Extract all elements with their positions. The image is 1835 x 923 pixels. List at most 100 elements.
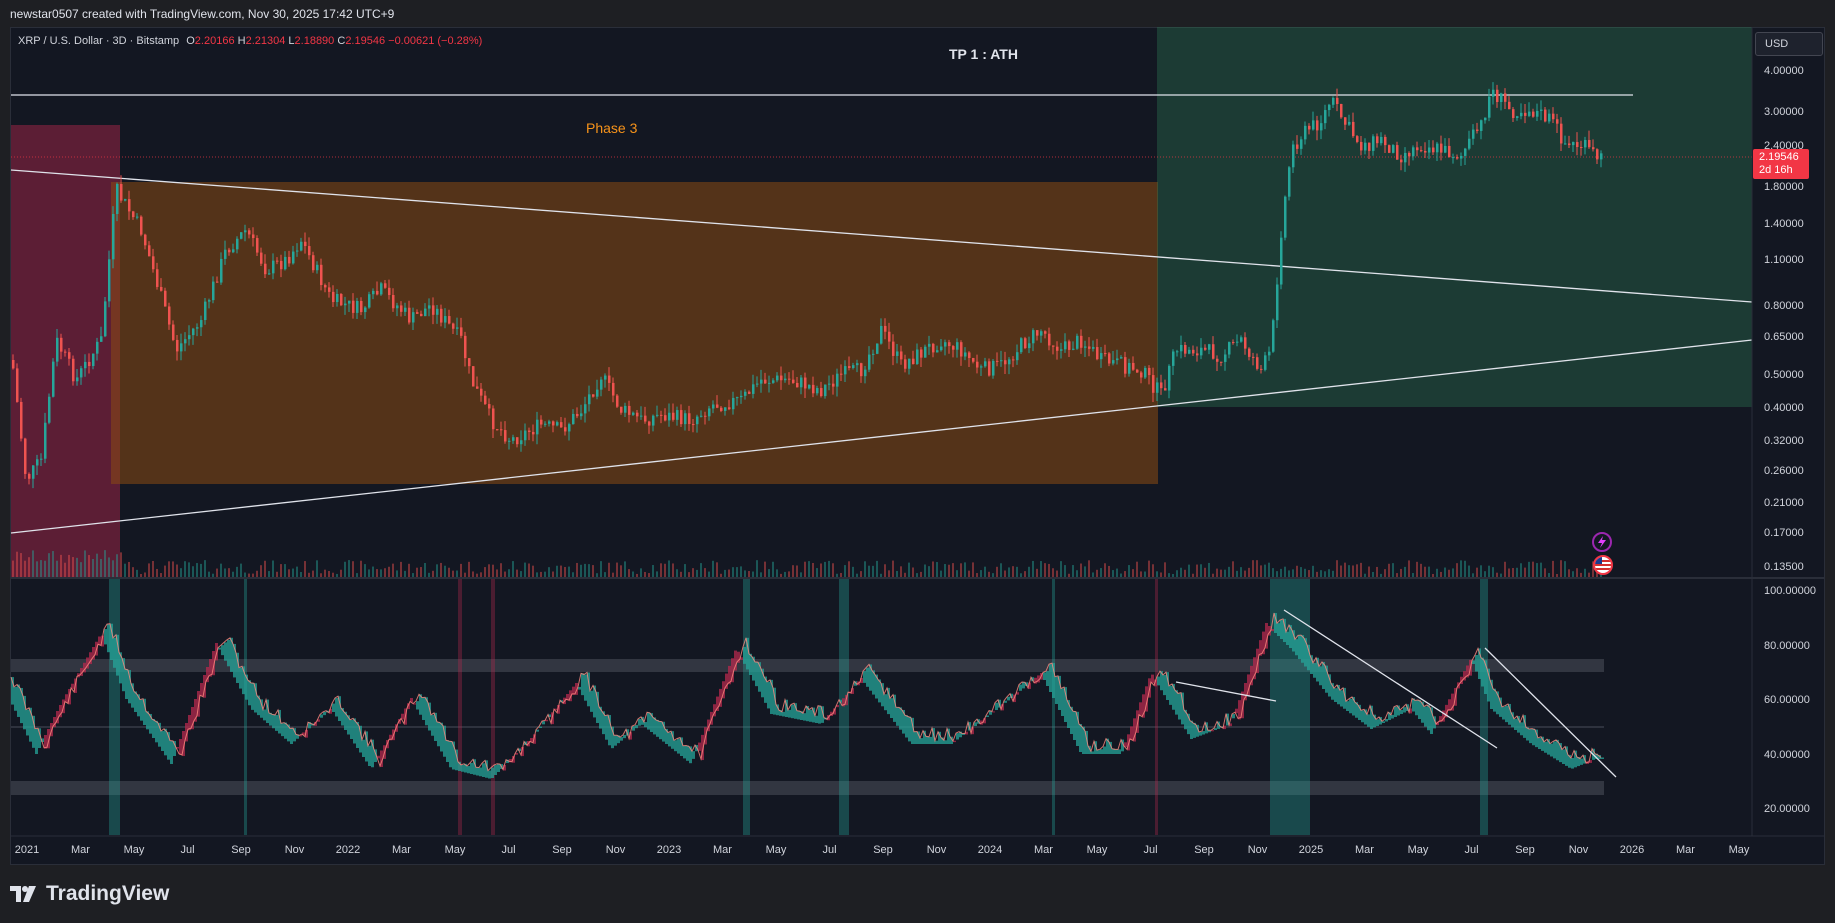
volume-bar (684, 564, 686, 577)
volume-bar (64, 562, 66, 577)
osc-area (605, 715, 608, 740)
osc-area (1082, 726, 1085, 754)
osc-area (1187, 713, 1190, 735)
volume-bar (1496, 572, 1498, 577)
us-flag-icon[interactable] (1593, 555, 1613, 575)
volume-bar (716, 562, 718, 577)
candle-body (1148, 367, 1151, 376)
osc-area (1373, 714, 1376, 728)
volume-bar (80, 562, 82, 577)
candle-body (492, 408, 495, 430)
volume-bar (1388, 563, 1390, 577)
osc-area (377, 755, 380, 759)
osc-area (1172, 683, 1175, 710)
volume-bar (628, 569, 630, 577)
volume-bar (764, 561, 766, 577)
candle-body (1292, 144, 1295, 168)
osc-area (866, 667, 869, 687)
osc-area (668, 732, 671, 747)
volume-bar (1264, 564, 1266, 577)
volume-bar (780, 573, 782, 577)
osc-area (638, 718, 641, 726)
currency-selector[interactable]: USD (1755, 32, 1823, 56)
osc-area (821, 706, 824, 723)
candle-body (736, 397, 739, 399)
candle-body (244, 230, 247, 233)
osc-area (755, 661, 758, 687)
price-axis[interactable]: 4.000003.000002.400001.800001.400001.100… (1764, 65, 1804, 573)
candle-body (304, 241, 307, 247)
osc-area (1049, 664, 1052, 692)
time-tick: Sep (552, 844, 572, 856)
tp-annotation[interactable]: TP 1 : ATH (949, 46, 1018, 62)
time-axis[interactable]: 2021 Mar May Jul Sep Nov 2022 Mar May Jul Sep Nov 20… (15, 844, 1750, 856)
volume-bar (20, 553, 22, 577)
candle-body (1060, 349, 1063, 351)
candle-body (1128, 362, 1131, 374)
osc-axis[interactable]: 100.00000 80.00000 60.00000 40.00000 20.0000… (1764, 585, 1816, 815)
candle-body (1552, 113, 1555, 120)
candle-body (748, 391, 751, 394)
osc-area (1388, 712, 1391, 720)
candle-body (764, 379, 767, 384)
osc-area (1328, 674, 1331, 697)
price-tick: 1.80000 (1764, 181, 1804, 193)
symbol-legend[interactable]: XRP / U.S. Dollar · 3D · Bitstamp O2.201… (18, 35, 482, 47)
osc-area (1223, 725, 1226, 730)
volume-bar (660, 563, 662, 577)
osc-area (1253, 657, 1256, 680)
time-tick: Jul (1143, 844, 1157, 856)
volume-bar (508, 569, 510, 577)
osc-area (671, 731, 674, 749)
candle-body (320, 264, 323, 286)
osc-area (677, 738, 680, 754)
candle-body (1072, 348, 1075, 350)
osc-area (1124, 742, 1127, 748)
candle-body (44, 422, 47, 459)
osc-area (1094, 741, 1097, 754)
candle-body (212, 281, 215, 301)
candle-body (1212, 344, 1215, 359)
osc-area (1046, 671, 1049, 686)
candle-body (1220, 361, 1223, 363)
osc-area (1157, 676, 1160, 686)
candle-body (1548, 113, 1551, 122)
osc-area (1007, 696, 1010, 701)
volume-bar (1236, 570, 1238, 577)
volume-bar (1292, 569, 1294, 577)
volume-bar (1164, 562, 1166, 577)
candle-body (928, 343, 931, 347)
osc-area (35, 728, 38, 754)
volume-bar (980, 570, 982, 577)
candle-body (1372, 136, 1375, 151)
osc-area (1202, 731, 1205, 735)
osc-area (635, 724, 638, 729)
osc-area (1070, 706, 1073, 734)
osc-area (689, 746, 692, 764)
candle-body (732, 397, 735, 410)
osc-area (1526, 727, 1529, 741)
candle-body (1564, 143, 1567, 145)
osc-area (116, 634, 119, 676)
candle-body (148, 245, 151, 257)
candle-body (972, 358, 975, 362)
osc-area (323, 711, 326, 716)
volume-bar (976, 573, 978, 577)
candle-body (360, 300, 363, 313)
osc-area (698, 742, 701, 751)
candle-body (948, 342, 951, 347)
candle-body (608, 375, 611, 383)
osc-area (356, 722, 359, 748)
candle-body (1600, 153, 1603, 160)
lightning-icon[interactable] (1592, 532, 1612, 552)
volume-bar (1436, 568, 1438, 577)
osc-area (761, 668, 764, 698)
time-tick: Jul (1464, 844, 1478, 856)
candle-body (1092, 347, 1095, 349)
osc-area (80, 668, 83, 676)
phase-annotation[interactable]: Phase 3 (586, 120, 638, 136)
osc-area (1262, 631, 1265, 655)
osc-area (1511, 712, 1514, 728)
candle-body (392, 294, 395, 309)
